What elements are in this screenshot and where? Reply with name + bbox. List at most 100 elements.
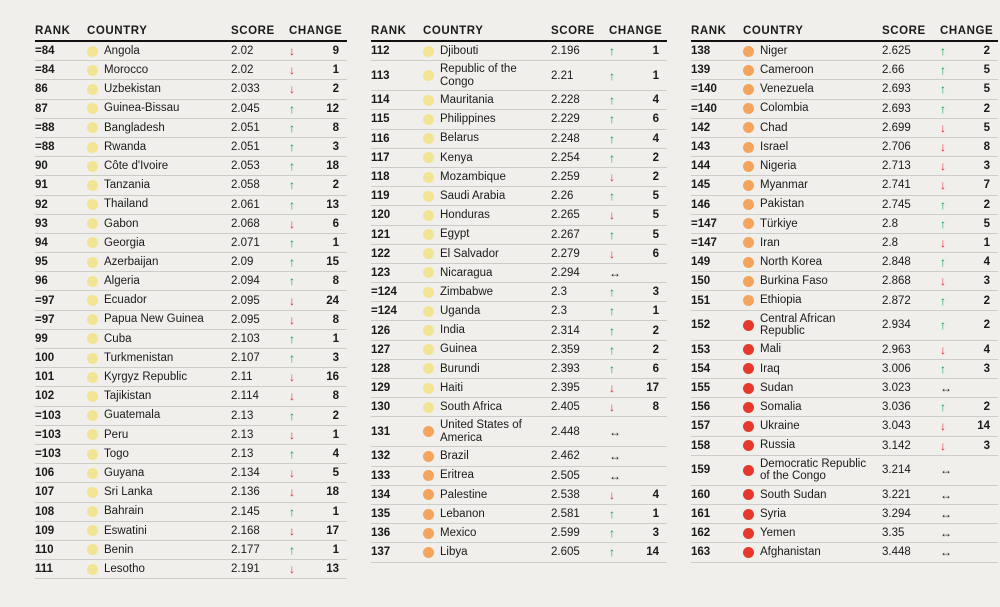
country-name: Guinea (440, 343, 478, 356)
country-cell: Zimbabwe (423, 286, 551, 299)
score-band-dot-yellow (423, 190, 434, 202)
score-band-dot-orange (743, 103, 754, 115)
rank-cell: 156 (691, 401, 711, 414)
table-row: 107 Sri Lanka 2.136 ↓ 18 (35, 483, 347, 503)
table-row: 134 Palestine 2.538 ↓ 4 (371, 486, 667, 505)
table-row: =124 Uganda 2.3 ↑ 1 (371, 302, 667, 322)
header-change: CHANGE (609, 25, 663, 37)
rank-cell: 109 (35, 524, 55, 537)
country-cell: Syria (743, 508, 882, 521)
score-cell: 2.095 (231, 294, 260, 307)
table-row: 153 Mali 2.963 ↓ 4 (691, 341, 998, 360)
score-band-dot-orange (743, 218, 754, 230)
country-cell: Russia (743, 439, 882, 452)
up-arrow-icon: ↑ (609, 93, 615, 108)
country-name: Egypt (440, 228, 470, 241)
change-cell: ↓ 4 (609, 488, 667, 502)
score-cell: 2.11 (231, 371, 253, 384)
rank-cell: 113 (371, 69, 390, 82)
country-name: Kyrgyz Republic (104, 371, 188, 384)
change-value: 3 (983, 439, 990, 452)
score-band-dot-orange (423, 489, 434, 501)
table-row: 121 Egypt 2.267 ↑ 5 (371, 226, 667, 245)
up-arrow-icon: ↑ (289, 504, 295, 519)
score-cell: 2.872 (882, 294, 911, 307)
change-value: 8 (332, 275, 339, 288)
change-value: 6 (652, 113, 659, 126)
change-value: 18 (326, 160, 339, 173)
country-cell: Egypt (423, 228, 551, 241)
table-row: 150 Burkina Faso 2.868 ↓ 3 (691, 272, 998, 292)
rank-cell: =147 (691, 236, 717, 249)
country-cell: South Africa (423, 401, 551, 414)
rank-cell: 120 (371, 209, 391, 222)
up-arrow-icon: ↑ (289, 120, 295, 135)
change-value: 5 (983, 83, 990, 96)
score-cell: 2.094 (231, 275, 260, 288)
down-arrow-icon: ↓ (609, 487, 615, 502)
table-row: 137 Libya 2.605 ↑ 14 (371, 543, 667, 563)
table-row: 120 Honduras 2.265 ↓ 5 (371, 206, 667, 226)
score-band-dot-red (743, 344, 754, 356)
change-cell: ↑ 6 (609, 112, 667, 126)
rank-cell: 102 (35, 390, 55, 403)
change-value: 2 (983, 45, 990, 58)
change-cell: ↔ (609, 425, 667, 439)
score-band-dot-orange (423, 470, 434, 482)
country-cell: Kyrgyz Republic (87, 371, 231, 384)
change-value: 1 (332, 505, 339, 518)
up-arrow-icon: ↑ (289, 159, 295, 174)
score-cell: 3.006 (882, 362, 911, 375)
score-cell: 2.053 (231, 160, 260, 173)
country-name: Ethiopia (760, 294, 802, 307)
rank-cell: 143 (691, 141, 711, 154)
score-cell: 2.745 (882, 198, 911, 211)
score-band-dot-yellow (87, 410, 98, 422)
score-cell: 2.505 (551, 469, 580, 482)
country-cell: Burkina Faso (743, 275, 882, 288)
change-cell: ↑ 8 (289, 274, 347, 288)
country-cell: Libya (423, 546, 551, 559)
change-cell: ↑ 8 (289, 121, 347, 135)
country-name: India (440, 324, 465, 337)
table-row: =103 Guatemala 2.13 ↑ 2 (35, 407, 347, 426)
score-band-dot-yellow (423, 171, 434, 183)
table-row: 95 Azerbaijan 2.09 ↑ 15 (35, 253, 347, 273)
score-cell: 3.036 (882, 401, 911, 414)
country-cell: Belarus (423, 132, 551, 145)
country-name: Mozambique (440, 170, 506, 183)
up-arrow-icon: ↑ (289, 140, 295, 155)
table-row: 94 Georgia 2.071 ↑ 1 (35, 234, 347, 254)
table-row: 108 Bahrain 2.145 ↑ 1 (35, 503, 347, 522)
change-cell: ↓ 2 (289, 82, 347, 96)
score-cell: 3.043 (882, 420, 911, 433)
change-cell: ↓ 6 (609, 247, 667, 261)
score-band-dot-yellow (423, 305, 434, 317)
score-band-dot-orange (743, 295, 754, 307)
ranking-table-1: RANK COUNTRY SCORE CHANGE =84 Angola 2.02 ↓ 9 =84… (35, 22, 347, 607)
score-cell: 2.3 (551, 286, 567, 299)
change-value: 5 (983, 64, 990, 77)
change-value: 1 (332, 236, 339, 249)
up-arrow-icon: ↑ (609, 545, 615, 560)
rank-cell: 119 (371, 190, 390, 203)
change-cell: ↔ (940, 488, 998, 502)
table-row: 161 Syria 3.294 ↔ (691, 505, 998, 525)
rank-cell: 126 (371, 324, 391, 337)
down-arrow-icon: ↓ (289, 370, 295, 385)
score-band-dot-orange (423, 426, 434, 438)
down-arrow-icon: ↓ (940, 342, 946, 357)
table-row: 158 Russia 3.142 ↓ 3 (691, 437, 998, 456)
country-cell: Niger (743, 45, 882, 58)
change-value: 8 (652, 401, 659, 414)
up-arrow-icon: ↑ (609, 189, 615, 204)
up-arrow-icon: ↑ (940, 101, 946, 116)
change-value: 8 (332, 121, 339, 134)
score-cell: 2.934 (882, 319, 911, 332)
country-name: Angola (104, 44, 140, 57)
score-band-dot-yellow (423, 325, 434, 337)
down-arrow-icon: ↓ (940, 235, 946, 250)
score-band-dot-yellow (87, 179, 98, 191)
rank-cell: 139 (691, 64, 711, 77)
rank-cell: =97 (35, 313, 55, 326)
